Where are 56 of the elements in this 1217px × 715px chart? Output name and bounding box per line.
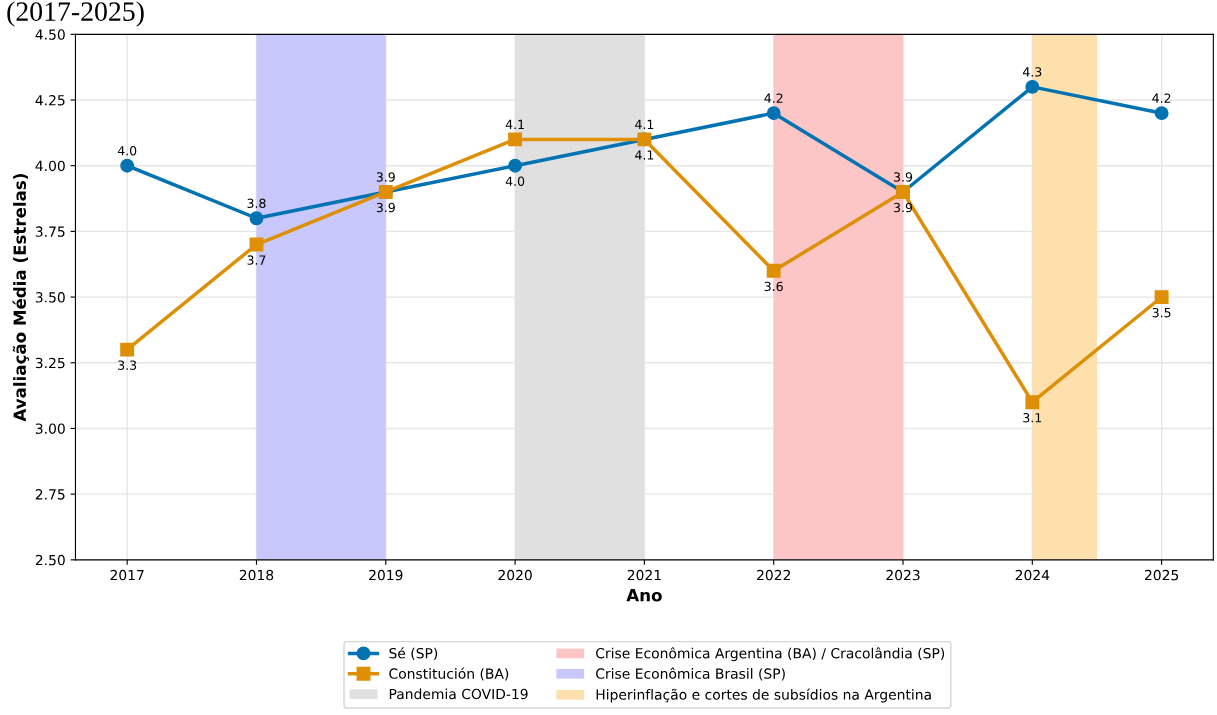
data-label: 3.9 (894, 172, 913, 182)
data-label: 4.0 (117, 145, 137, 156)
legend-label: Constitución (BA) (389, 667, 509, 681)
legend-label: Pandemia COVID-19 (389, 688, 528, 700)
data-label: 3.3 (118, 360, 137, 370)
data-label: 3.6 (764, 281, 783, 292)
legend-label: Crise Econômica Argentina (BA) / Cracolândia (SP) (596, 647, 945, 662)
x-tick-label: 2020 (498, 569, 532, 581)
point (508, 158, 523, 173)
legend-label: Crise Econômica Brasil (SP) (596, 667, 785, 681)
data-label: 3.5 (1152, 307, 1171, 318)
data-label: 3.8 (247, 198, 266, 208)
y-tick-label: 2.75 (35, 489, 65, 500)
data-label: 4.2 (1152, 93, 1171, 103)
data-label: 4.1 (635, 150, 654, 160)
y-tick-label: 3.00 (35, 423, 65, 434)
x-tick-label: 2022 (757, 569, 790, 581)
data-label: 4.0 (505, 176, 525, 186)
x-tick-label: 2024 (1015, 569, 1050, 581)
y-tick-label: 4.50 (35, 29, 65, 40)
data-label: 4.1 (505, 119, 524, 129)
x-tick-label: 2018 (239, 569, 274, 581)
point (766, 106, 781, 121)
y-tick-label: 4.25 (35, 94, 65, 106)
point (249, 211, 264, 226)
point (120, 342, 135, 357)
point (1154, 106, 1169, 121)
point (766, 263, 781, 278)
data-label: 3.9 (376, 172, 395, 182)
x-axis-title: Ano (626, 589, 662, 602)
point (1025, 79, 1040, 94)
x-tick-label: 2021 (627, 569, 661, 581)
y-tick-label: 2.50 (35, 554, 65, 566)
data-label: 4.3 (1022, 67, 1042, 77)
y-axis-title: Avaliação Média (Estrelas) (12, 174, 30, 422)
data-label: 4.2 (764, 93, 783, 103)
y-tick-label: 3.50 (35, 292, 65, 303)
chart-title: (2017-2025) (7, 1, 144, 27)
data-label: 3.9 (376, 202, 395, 213)
point (1154, 290, 1169, 305)
x-tick-label: 2023 (886, 569, 920, 581)
data-label: 3.7 (247, 255, 266, 265)
point (120, 158, 135, 173)
x-tick-label: 2025 (1144, 569, 1179, 581)
legend-label: Sé (SP) (389, 647, 438, 661)
x-tick-label: 2019 (369, 569, 403, 581)
y-tick-label: 4.00 (35, 160, 65, 172)
point (1025, 395, 1040, 410)
legend-label: Hiperinflação e cortes de subsídios na Argentina (596, 688, 931, 703)
data-label: 3.1 (1023, 413, 1042, 423)
y-tick-label: 3.25 (35, 357, 65, 369)
data-label: 3.9 (894, 202, 913, 213)
y-tick-label: 3.75 (35, 226, 65, 237)
point (508, 132, 523, 147)
x-tick-label: 2017 (110, 569, 144, 581)
data-label: 4.1 (635, 119, 654, 129)
